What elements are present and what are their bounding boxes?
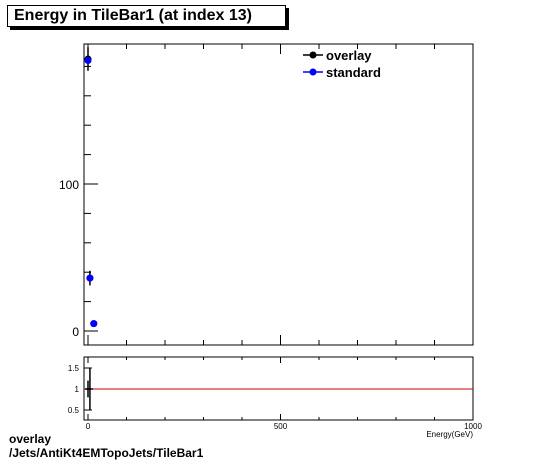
- legend-marker-overlay: [309, 51, 317, 59]
- legend-marker-standard: [309, 68, 317, 76]
- chart-title: Energy in TileBar1 (at index 13): [14, 7, 253, 24]
- x-tick-label: 1000: [464, 422, 482, 431]
- legend-label-standard: standard: [326, 65, 381, 80]
- data-point-standard: [86, 274, 94, 282]
- data-point-standard: [84, 57, 92, 65]
- footer-path-label: /Jets/AntiKt4EMTopoJets/TileBar1: [9, 446, 204, 460]
- main-plot-frame: [83, 43, 474, 346]
- chart-title-box: Energy in TileBar1 (at index 13): [7, 5, 286, 27]
- x-axis-label: Energy(GeV): [426, 430, 473, 439]
- y-tick-label: 100: [59, 178, 79, 192]
- legend-label-overlay: overlay: [326, 48, 372, 63]
- data-point-standard: [90, 320, 98, 328]
- x-tick-label: 500: [274, 422, 288, 431]
- ratio-y-tick-label: 1.5: [68, 364, 80, 373]
- x-tick-label: 0: [86, 422, 91, 431]
- y-tick-label: 0: [72, 325, 79, 339]
- footer-dataset-label: overlay: [9, 432, 52, 446]
- ratio-y-tick-label: 1: [75, 385, 80, 394]
- ratio-y-tick-label: 0.5: [68, 406, 80, 415]
